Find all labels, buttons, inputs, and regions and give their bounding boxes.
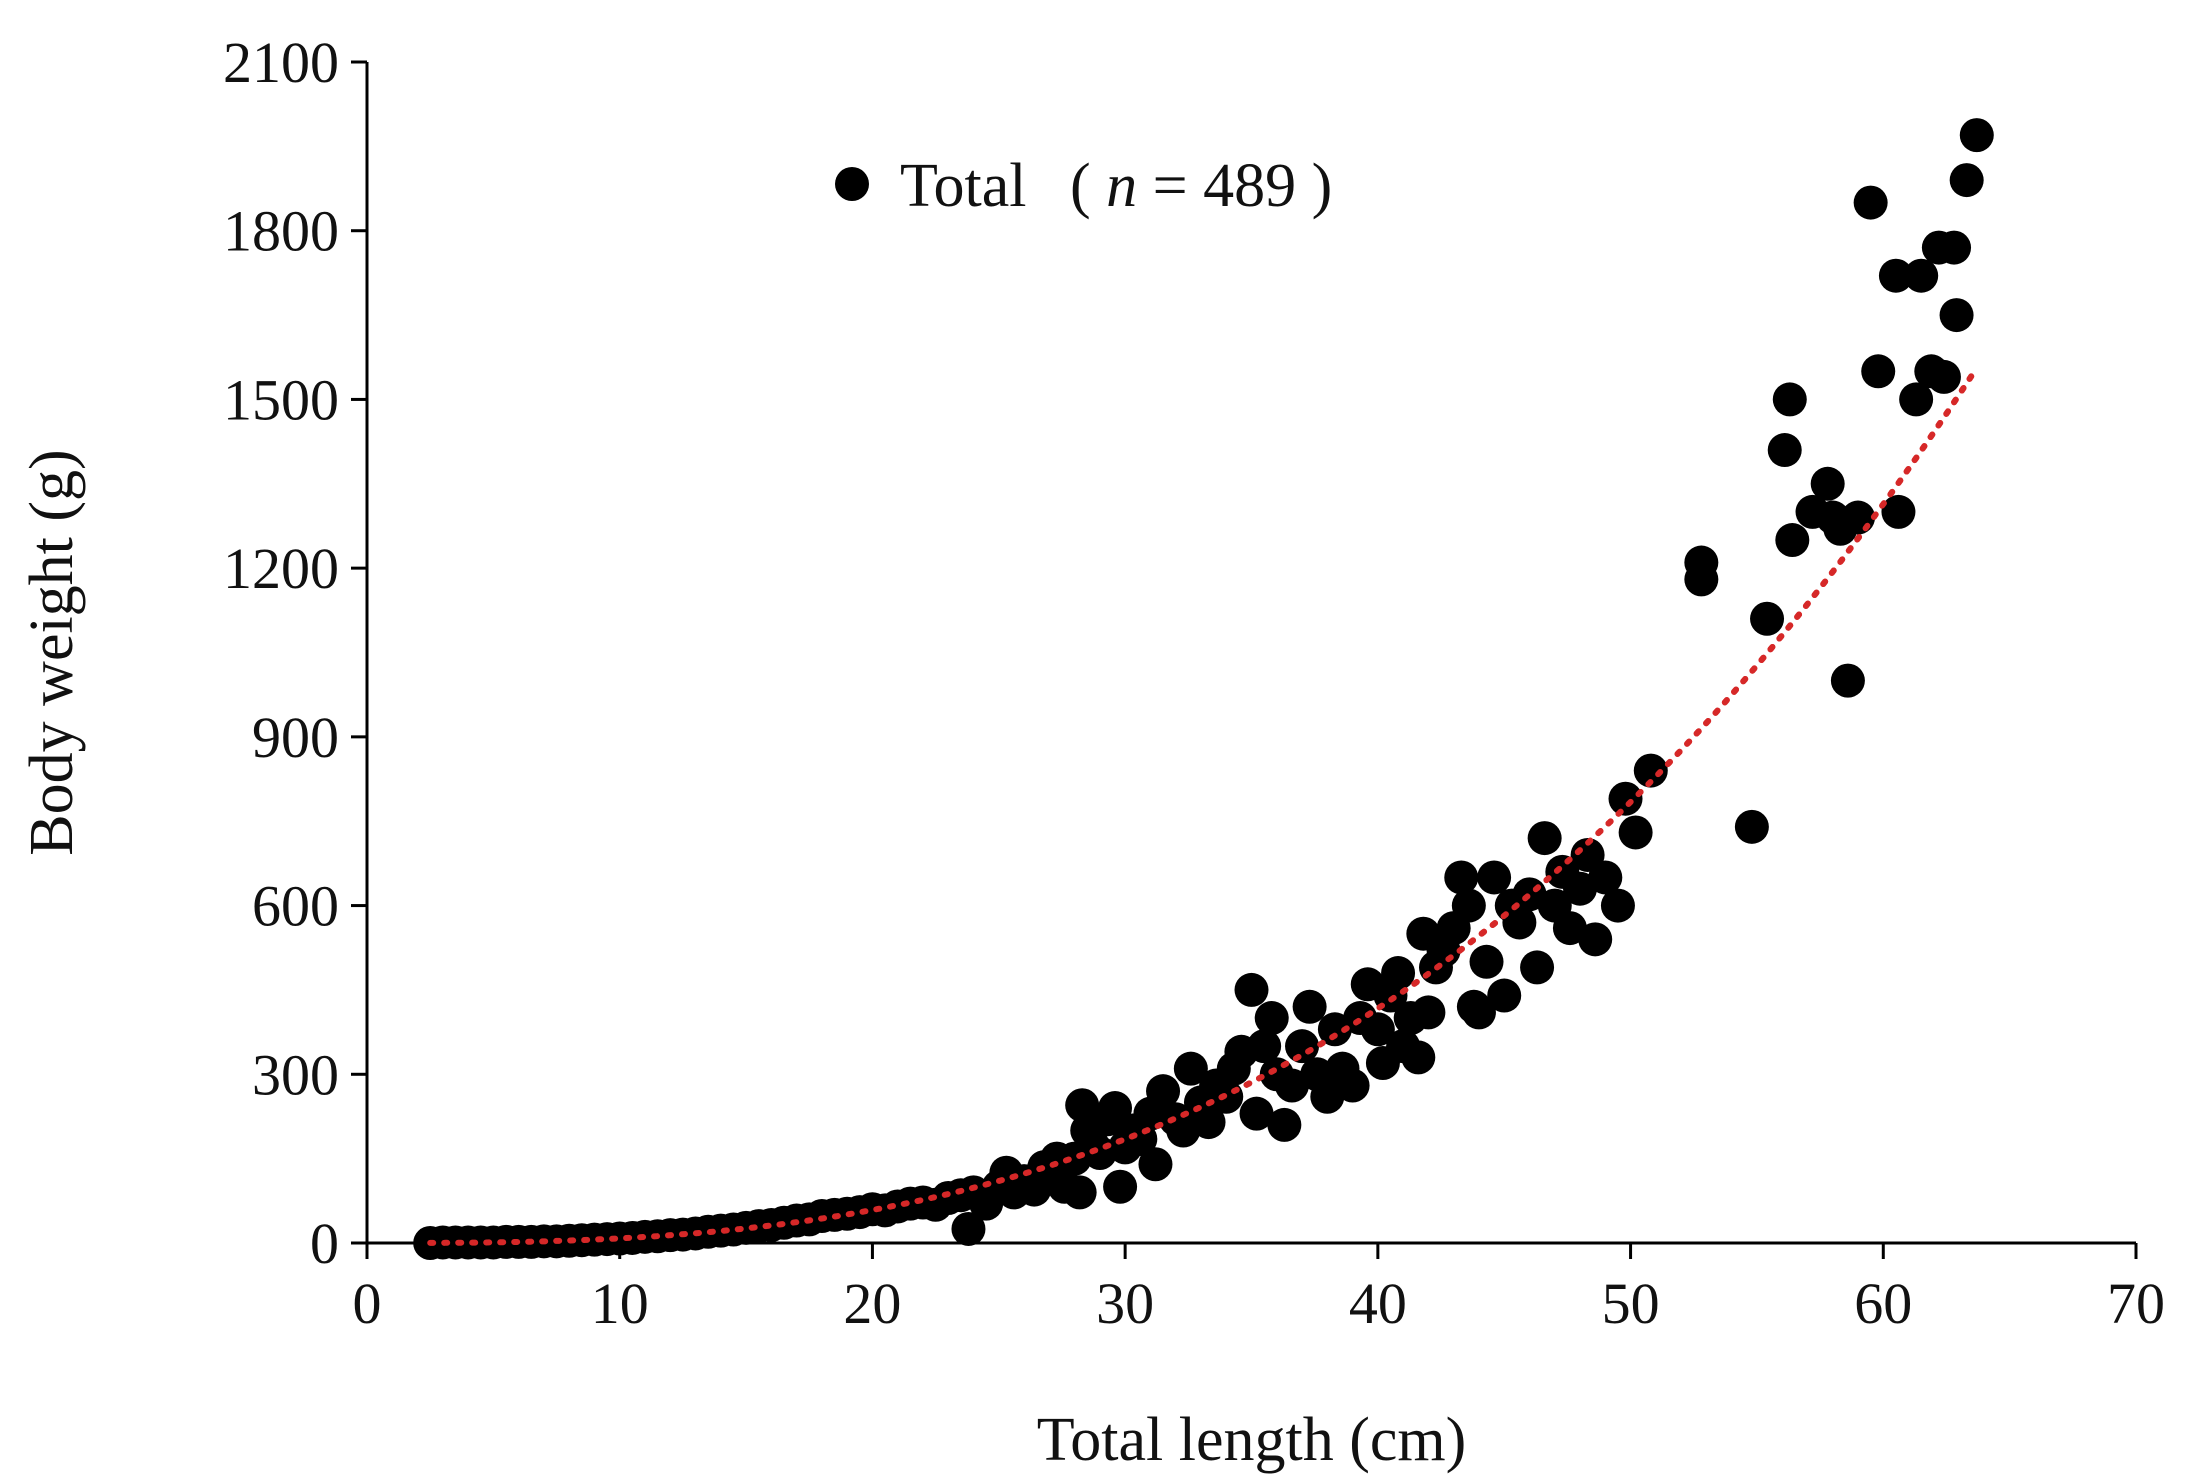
data-point	[1254, 1001, 1289, 1036]
data-point	[1267, 1107, 1302, 1142]
data-point	[1772, 382, 1807, 417]
data-point	[1618, 815, 1653, 850]
y-tick-label: 1200	[223, 536, 339, 601]
data-point	[1926, 359, 1961, 394]
legend-series-name: Total	[900, 152, 1027, 220]
data-point	[1062, 1175, 1097, 1210]
data-point	[1335, 1068, 1370, 1103]
data-point	[1103, 1169, 1138, 1204]
data-point	[1477, 860, 1512, 895]
data-point	[951, 1211, 986, 1246]
data-point	[1444, 860, 1479, 895]
data-point	[1904, 258, 1939, 293]
data-point	[1899, 382, 1934, 417]
data-point	[1600, 888, 1635, 923]
data-point	[1939, 298, 1974, 333]
data-point	[1247, 1029, 1282, 1064]
y-tick-label: 600	[252, 874, 339, 939]
x-tick-label: 70	[2107, 1271, 2165, 1336]
data-point	[1750, 601, 1785, 636]
data-point	[1381, 956, 1416, 991]
data-point	[1588, 860, 1623, 895]
y-tick-label: 0	[310, 1211, 339, 1276]
ticks: 0 10 20 30 40 50 60 70 0 300 600 900 1200 1500 1800 210…	[223, 30, 2165, 1336]
data-point	[1734, 809, 1769, 844]
data-point	[1853, 185, 1888, 220]
data-point	[1292, 989, 1327, 1024]
data-point	[1487, 978, 1522, 1013]
y-tick-label: 2100	[223, 30, 339, 95]
x-tick-label: 50	[1602, 1271, 1660, 1336]
data-point	[1861, 354, 1896, 389]
data-point	[1138, 1147, 1173, 1182]
data-point	[1065, 1088, 1100, 1123]
data-point	[1527, 821, 1562, 856]
data-point	[1810, 466, 1845, 501]
x-tick-label: 60	[1854, 1271, 1912, 1336]
x-tick-label: 40	[1349, 1271, 1407, 1336]
data-point	[1146, 1074, 1181, 1109]
x-tick-label: 20	[843, 1271, 901, 1336]
y-tick-label: 1500	[223, 367, 339, 432]
data-point	[1285, 1029, 1320, 1064]
x-tick-label: 10	[591, 1271, 649, 1336]
data-point	[1360, 1012, 1395, 1047]
legend-paren-open: (	[1070, 152, 1091, 220]
x-tick-label: 30	[1096, 1271, 1154, 1336]
data-point	[1767, 433, 1802, 468]
legend-paren-close: )	[1312, 152, 1333, 220]
data-point	[1830, 663, 1865, 698]
data-point	[1633, 753, 1668, 788]
data-point	[1959, 118, 1994, 153]
data-point	[1949, 163, 1984, 198]
data-point	[1684, 562, 1719, 597]
data-point	[1469, 944, 1504, 979]
data-point	[1173, 1051, 1208, 1086]
data-point	[1502, 905, 1537, 940]
data-point	[1239, 1096, 1274, 1131]
data-point	[1841, 500, 1876, 535]
data-point	[1411, 995, 1446, 1030]
legend-count: = 489	[1153, 152, 1296, 220]
legend: Total ( n = 489 )	[835, 152, 1332, 220]
y-axis-title: Body weight (g)	[18, 449, 86, 855]
data-point	[1775, 523, 1810, 558]
trendline-overlay	[427, 372, 1975, 1246]
legend-label: Total ( n = 489 )	[900, 152, 1332, 220]
data-point	[1234, 972, 1269, 1007]
x-axis-title: Total length (cm)	[1037, 1406, 1467, 1474]
data-point	[1461, 995, 1496, 1030]
data-point	[1520, 950, 1555, 985]
data-point	[1191, 1105, 1226, 1140]
data-point	[1881, 494, 1916, 529]
y-tick-label: 300	[252, 1042, 339, 1107]
y-tick-label: 900	[252, 705, 339, 770]
x-tick-label: 0	[353, 1271, 382, 1336]
data-point	[1608, 781, 1643, 816]
data-points-layer	[413, 118, 1994, 1260]
data-point	[1878, 258, 1913, 293]
axes	[365, 62, 2136, 1245]
y-tick-label: 1800	[223, 199, 339, 264]
data-point	[1937, 230, 1972, 265]
data-point	[1578, 922, 1613, 957]
data-point	[1401, 1040, 1436, 1075]
data-point	[1451, 888, 1486, 923]
legend-n: n	[1106, 152, 1137, 220]
legend-marker	[835, 167, 869, 201]
